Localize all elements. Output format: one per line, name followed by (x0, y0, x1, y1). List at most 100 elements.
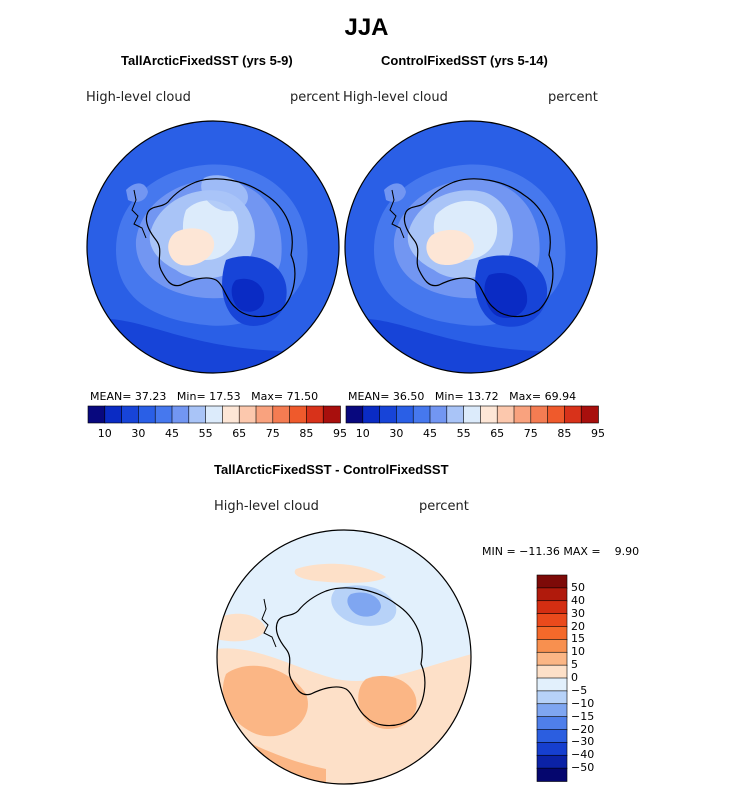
colorbar-swatch (480, 405, 498, 424)
colorbar-swatch (87, 405, 106, 424)
colorbar-swatch (379, 405, 398, 424)
colorbar-tick-label: 50 (571, 580, 585, 594)
colorbar-swatch (463, 405, 482, 424)
colorbar-tick-label: −10 (571, 696, 595, 710)
colorbar-swatch (396, 405, 415, 424)
panel3-title: TallArcticFixedSST - ControlFixedSST (214, 462, 449, 477)
colorbar-tick-label: −50 (571, 761, 595, 775)
colorbar-tick-label: 95 (591, 427, 605, 440)
colorbar-swatch (121, 405, 140, 424)
colorbar-swatch (255, 405, 274, 424)
colorbar-swatch (496, 405, 515, 424)
panel1-colorbar (87, 405, 341, 424)
colorbar-swatch (536, 716, 568, 731)
colorbar-tick-label: 15 (571, 632, 585, 646)
panel2-mean: 36.50 (392, 390, 425, 403)
colorbar-swatch (188, 405, 207, 424)
panel1-mean-label: MEAN= (90, 390, 132, 403)
colorbar-swatch (536, 703, 568, 718)
panel3-minmax: MIN = −11.36 MAX = 9.90 (482, 545, 640, 558)
colorbar-tick-label: 10 (571, 645, 585, 659)
panel1-mean: 37.23 (134, 390, 167, 403)
colorbar-tick-label: 5 (571, 658, 578, 672)
colorbar-swatch (547, 405, 566, 424)
colorbar-swatch (536, 587, 568, 602)
colorbar-swatch (536, 677, 568, 692)
colorbar-swatch (362, 405, 381, 424)
colorbar-swatch (205, 405, 224, 424)
colorbar-swatch (513, 405, 532, 424)
colorbar-swatch (138, 405, 157, 424)
colorbar-tick-label: 85 (557, 427, 572, 440)
colorbar-swatch (530, 405, 549, 424)
panel2-units: percent (548, 90, 598, 105)
colorbar-swatch (429, 405, 448, 424)
panel2-title: ControlFixedSST (yrs 5-14) (381, 53, 548, 68)
panel2-stats: MEAN= 36.50 Min= 13.72 Max= 69.94 (348, 390, 576, 403)
colorbar-swatch (536, 754, 568, 769)
colorbar-swatch (536, 574, 568, 589)
panel1-min-label: Min= (176, 390, 206, 403)
panel2-variable: High-level cloud (343, 90, 448, 105)
panel1-variable: High-level cloud (86, 90, 191, 105)
colorbar-tick-label: −20 (571, 722, 595, 736)
colorbar-tick-label: −15 (571, 709, 595, 723)
panel2-map (344, 120, 598, 374)
colorbar-tick-label: −30 (571, 735, 595, 749)
panel3-colorbar (536, 574, 568, 782)
panel1-max-label: Max= (251, 390, 284, 403)
panel2-max-label: Max= (509, 390, 542, 403)
colorbar-swatch (536, 742, 568, 757)
colorbar-tick-label: 20 (571, 619, 585, 633)
colorbar-swatch (272, 405, 291, 424)
panel1-min: 17.53 (209, 390, 241, 403)
panel2-min: 13.72 (467, 390, 499, 403)
colorbar-tick-label: 0 (571, 671, 578, 684)
colorbar-swatch (154, 405, 173, 424)
colorbar-tick-label: 55 (198, 427, 213, 440)
colorbar-tick-label: −40 (571, 748, 595, 762)
colorbar-tick-label: 10 (97, 427, 112, 440)
colorbar-swatch (322, 405, 341, 424)
colorbar-swatch (306, 405, 324, 424)
colorbar-tick-label: 30 (389, 427, 404, 440)
colorbar-swatch (238, 405, 257, 424)
colorbar-tick-label: 45 (165, 427, 179, 440)
panel1-map (86, 120, 340, 374)
colorbar-tick-label: 65 (490, 427, 505, 440)
panel2-colorbar (345, 405, 599, 424)
colorbar-swatch (222, 405, 240, 424)
colorbar-swatch (412, 405, 431, 424)
panel2-max: 69.94 (544, 390, 577, 403)
colorbar-swatch (564, 405, 582, 424)
colorbar-swatch (536, 664, 568, 679)
colorbar-swatch (536, 639, 568, 654)
colorbar-swatch (345, 405, 364, 424)
colorbar-tick-label: 75 (265, 427, 280, 440)
colorbar-tick-label: 10 (355, 427, 370, 440)
colorbar-tick-label: 30 (131, 427, 146, 440)
panel2-mean-label: MEAN= (348, 390, 390, 403)
colorbar-swatch (104, 405, 123, 424)
colorbar-swatch (171, 405, 190, 424)
colorbar-tick-label: 65 (232, 427, 247, 440)
colorbar-swatch (536, 767, 568, 782)
panel1-stats: MEAN= 37.23 Min= 17.53 Max= 71.50 (90, 390, 318, 403)
colorbar-swatch (446, 405, 465, 424)
colorbar-tick-label: 75 (523, 427, 538, 440)
panel1-max: 71.50 (286, 390, 319, 403)
colorbar-tick-label: 30 (571, 606, 585, 620)
colorbar-swatch (536, 690, 568, 705)
panel3-units: percent (419, 499, 469, 514)
figure-title: JJA (344, 14, 389, 41)
colorbar-swatch (536, 600, 568, 615)
colorbar-swatch (289, 405, 308, 424)
panel3-map (216, 529, 472, 785)
colorbar-tick-label: 55 (456, 427, 471, 440)
colorbar-tick-label: 45 (423, 427, 437, 440)
panel3-variable: High-level cloud (214, 499, 319, 514)
colorbar-tick-label: −5 (571, 683, 588, 697)
colorbar-swatch (536, 613, 568, 628)
panel2-min-label: Min= (434, 390, 464, 403)
colorbar-swatch (536, 651, 568, 666)
